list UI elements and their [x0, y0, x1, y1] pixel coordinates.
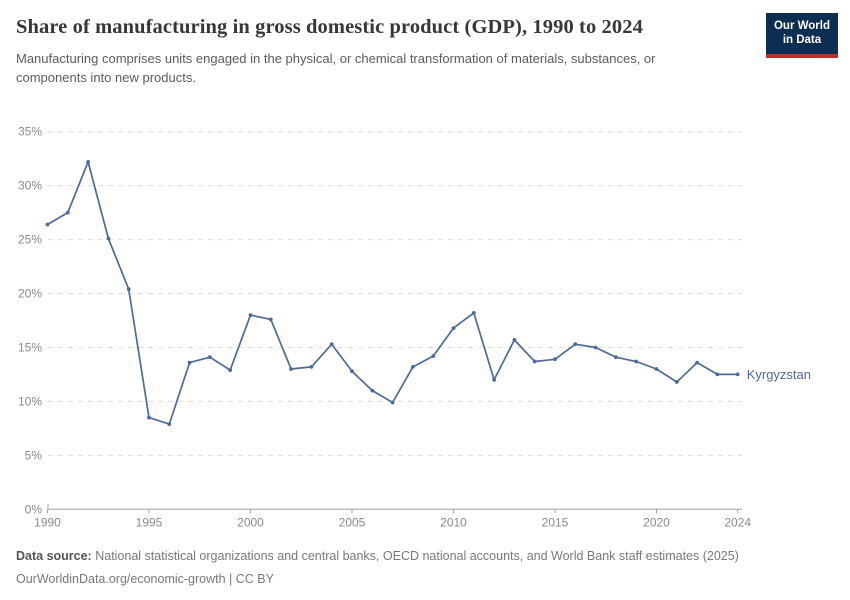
data-point[interactable]: [553, 357, 557, 362]
x-tick-label: 2015: [542, 515, 569, 529]
y-tick-label: 10%: [18, 394, 42, 408]
y-tick-label: 25%: [18, 233, 42, 247]
x-tick-label: 1990: [34, 515, 61, 529]
chart-subtitle: Manufacturing comprises units engaged in…: [16, 51, 656, 85]
data-point[interactable]: [106, 236, 111, 241]
y-tick-label: 35%: [18, 125, 42, 139]
data-point[interactable]: [370, 388, 375, 393]
chart-title: Share of manufacturing in gross domestic…: [16, 16, 643, 38]
data-point[interactable]: [65, 210, 70, 215]
license-line[interactable]: OurWorldinData.org/economic-growth | CC …: [16, 571, 274, 586]
data-point[interactable]: [147, 415, 151, 420]
data-source-text: National statistical organizations and c…: [95, 549, 739, 563]
data-source-label: Data source:: [16, 549, 92, 563]
data-point[interactable]: [634, 359, 639, 364]
data-point[interactable]: [614, 355, 618, 360]
data-point[interactable]: [492, 377, 496, 382]
x-tick-label: 1995: [136, 515, 163, 529]
x-tick-label: 2020: [643, 515, 670, 529]
data-point[interactable]: [431, 354, 436, 358]
x-tick-label: 2000: [237, 515, 264, 529]
data-point[interactable]: [329, 342, 334, 347]
data-point[interactable]: [411, 365, 415, 369]
y-tick-label: 0%: [25, 502, 43, 516]
data-point[interactable]: [248, 313, 253, 317]
series-label[interactable]: Kyrgyzstan: [747, 367, 811, 382]
y-tick-label: 20%: [18, 287, 42, 301]
x-tick-label: 2010: [440, 515, 467, 529]
data-line[interactable]: [46, 161, 739, 425]
data-point[interactable]: [451, 326, 456, 330]
data-point[interactable]: [126, 287, 131, 292]
data-point[interactable]: [228, 368, 233, 372]
data-point[interactable]: [350, 369, 354, 374]
line-chart[interactable]: 0% 5% 10% 15% 20% 25% 30% 35% 1990 1995 2000 2005 20…: [0, 108, 850, 548]
owid-logo-line1: Our World: [773, 20, 830, 32]
owid-logo: Our World in Data: [765, 13, 838, 58]
x-tick-label: 2024: [724, 515, 751, 529]
y-tick-label: 30%: [18, 179, 42, 193]
data-point[interactable]: [309, 365, 314, 369]
data-point[interactable]: [695, 360, 699, 365]
chart-header: Share of manufacturing in gross domestic…: [16, 14, 836, 88]
data-point[interactable]: [45, 222, 50, 227]
y-tick-label: 5%: [25, 448, 43, 462]
data-point[interactable]: [573, 342, 578, 347]
data-point[interactable]: [532, 359, 537, 364]
owid-logo-line2: in Data: [782, 34, 822, 47]
chart-footer: Data source: National statistical organi…: [16, 545, 836, 590]
data-point[interactable]: [167, 422, 172, 426]
y-tick-label: 15%: [18, 340, 42, 354]
data-point[interactable]: [674, 380, 679, 384]
data-point[interactable]: [86, 160, 90, 164]
data-point[interactable]: [593, 345, 598, 350]
data-point[interactable]: [208, 355, 212, 360]
data-point[interactable]: [715, 372, 720, 377]
data-source-line: Data source: National statistical organi…: [16, 545, 836, 568]
data-point[interactable]: [512, 338, 517, 342]
data-point[interactable]: [289, 367, 293, 371]
data-point[interactable]: [390, 400, 395, 405]
data-point[interactable]: [471, 311, 476, 315]
data-point[interactable]: [268, 317, 273, 322]
data-point[interactable]: [735, 372, 740, 377]
data-point[interactable]: [654, 367, 659, 371]
x-tick-label: 2005: [339, 515, 366, 529]
data-point[interactable]: [187, 360, 192, 365]
